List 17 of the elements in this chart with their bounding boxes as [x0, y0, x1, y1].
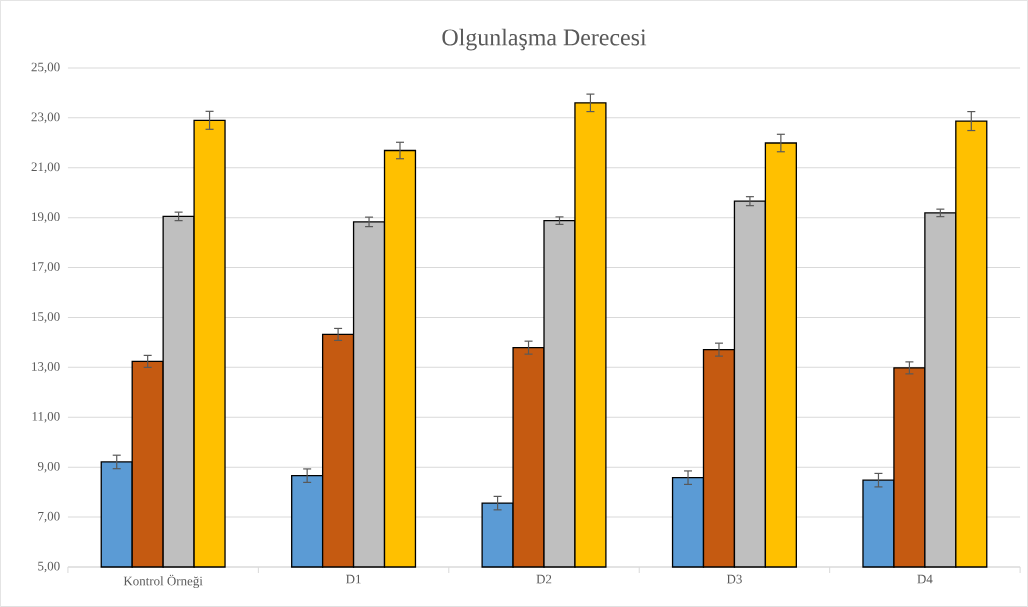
y-tick-label: 11,00	[32, 412, 60, 423]
chart-title: Olgunlaşma Derecesi	[442, 28, 647, 51]
y-tick-label: 15,00	[32, 312, 60, 323]
y-tick-label: 9,00	[37, 461, 60, 473]
y-tick-label: 19,00	[32, 212, 60, 223]
y-tick-label: 23,00	[31, 112, 60, 124]
y-tick-label: 17,00	[32, 262, 60, 273]
y-tick-label: 5,00	[38, 561, 60, 573]
x-tick-label: D4	[917, 574, 933, 584]
x-tick-label: D2	[536, 574, 552, 584]
x-tick-label: Kontrol Örneği	[123, 574, 203, 589]
y-tick-label: 21,00	[31, 162, 60, 174]
y-tick-label: 13,00	[32, 362, 60, 373]
x-tick-label: D3	[726, 574, 742, 584]
x-tick-label: D1	[346, 574, 361, 584]
y-tick-label: 7,00	[38, 511, 60, 523]
y-tick-label: 25,00	[31, 62, 60, 74]
